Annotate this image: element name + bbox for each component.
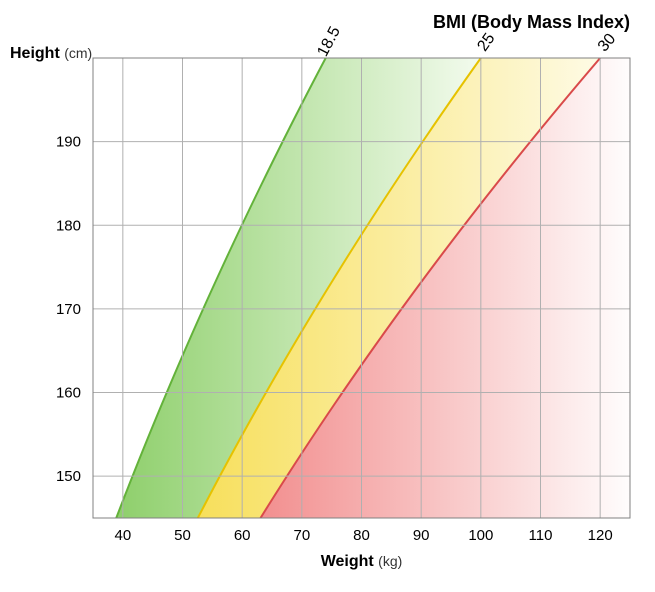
x-tick-label: 40 — [114, 527, 131, 544]
y-tick-label: 160 — [56, 385, 81, 402]
x-tick-label: 80 — [353, 527, 370, 544]
x-tick-label: 50 — [174, 527, 191, 544]
x-axis-label: Weight (kg) — [321, 553, 403, 570]
x-tick-label: 70 — [293, 527, 310, 544]
y-tick-label: 150 — [56, 468, 81, 485]
x-tick-label: 110 — [529, 527, 553, 544]
y-tick-label: 170 — [56, 301, 81, 318]
y-tick-label: 190 — [56, 134, 81, 151]
x-tick-label: 90 — [413, 527, 430, 544]
bmi-chart-container: 40 50 60 70 80 90 100 110 120 150 160 170 180 190 Weig… — [0, 0, 655, 592]
bmi-chart-svg: 40 50 60 70 80 90 100 110 120 150 160 170 180 190 Weig… — [0, 0, 655, 592]
bmi-line-label: 25 — [474, 30, 498, 54]
bmi-line-label: 30 — [595, 31, 620, 56]
y-tick-label: 180 — [56, 217, 81, 234]
x-tick-label: 100 — [468, 527, 493, 544]
x-tick-label: 60 — [234, 527, 251, 544]
chart-title: BMI (Body Mass Index) — [433, 12, 630, 32]
y-axis-label: Height (cm) — [10, 45, 92, 62]
bmi-line-label: 18.5 — [314, 24, 344, 60]
x-tick-label: 120 — [588, 527, 613, 544]
